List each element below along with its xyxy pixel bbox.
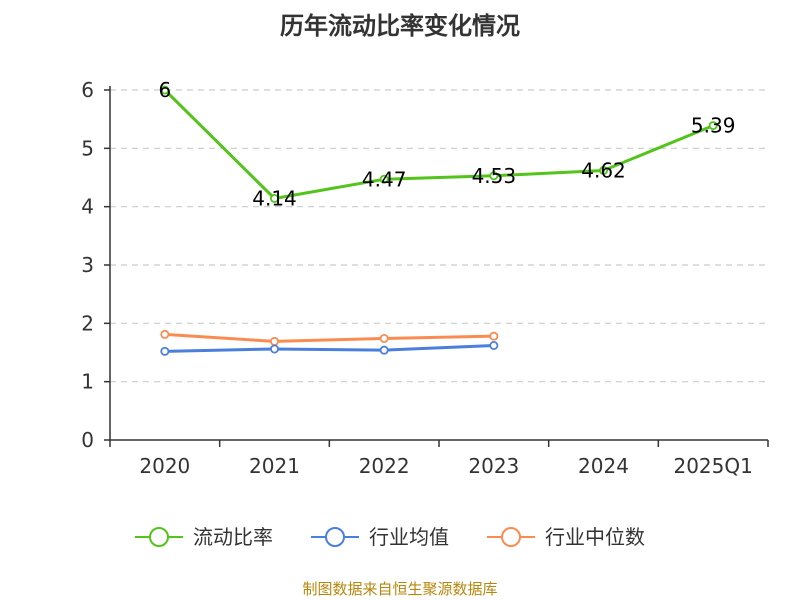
series-lines: [160, 85, 718, 356]
y-tick-label: 0: [81, 428, 94, 452]
data-point: [160, 85, 170, 95]
data-point: [489, 171, 499, 181]
x-tick-label: 2021: [249, 454, 300, 478]
data-point: [708, 121, 718, 131]
legend-swatch-marker: [501, 527, 521, 547]
data-point: [269, 193, 279, 203]
y-tick-label: 1: [81, 370, 94, 394]
data-label: 4.47: [362, 167, 407, 191]
y-tick-label: 5: [81, 136, 94, 160]
data-labels: 6 4.14 4.47 4.53 4.62 5.39: [158, 78, 735, 211]
legend-label: 流动比率: [193, 525, 273, 549]
source-note: 制图数据来自恒生聚源数据库: [302, 580, 498, 598]
legend: 流动比率 行业均值 行业中位数: [135, 525, 645, 549]
x-tick-label: 2022: [359, 454, 410, 478]
x-tick-label: 2024: [578, 454, 629, 478]
y-tick-label: 2: [81, 311, 94, 335]
x-tick-label: 2023: [468, 454, 519, 478]
data-point: [160, 346, 170, 356]
y-tick-label: 3: [81, 253, 94, 277]
legend-swatch-marker: [325, 527, 345, 547]
x-tick-label: 2025Q1: [673, 454, 752, 478]
data-label: 6: [158, 78, 171, 102]
y-tick-label: 4: [81, 195, 94, 219]
series-line: [163, 88, 714, 200]
series-line: [164, 332, 494, 343]
data-point: [379, 174, 389, 184]
data-point: [379, 333, 389, 343]
legend-label: 行业均值: [369, 525, 449, 549]
series-line: [164, 344, 494, 353]
x-tick-label: 2020: [139, 454, 190, 478]
data-point: [599, 165, 609, 175]
legend-swatch-marker: [149, 527, 169, 547]
data-point: [489, 331, 499, 341]
data-label: 4.14: [252, 187, 297, 211]
legend-label: 行业中位数: [545, 525, 645, 549]
data-point: [269, 344, 279, 354]
data-point: [379, 345, 389, 355]
data-label: 4.53: [472, 164, 517, 188]
data-label: 4.62: [581, 159, 626, 183]
data-label: 5.39: [691, 114, 736, 138]
data-point: [269, 336, 279, 346]
data-point: [160, 329, 170, 339]
chart-title: 历年流动比率变化情况: [280, 12, 520, 40]
data-point: [489, 340, 499, 350]
y-tick-label: 6: [81, 78, 94, 102]
axes: 0 1 2 3 4 5 6 2020 2021 2022 2023 2024 2025Q1: [81, 78, 769, 478]
